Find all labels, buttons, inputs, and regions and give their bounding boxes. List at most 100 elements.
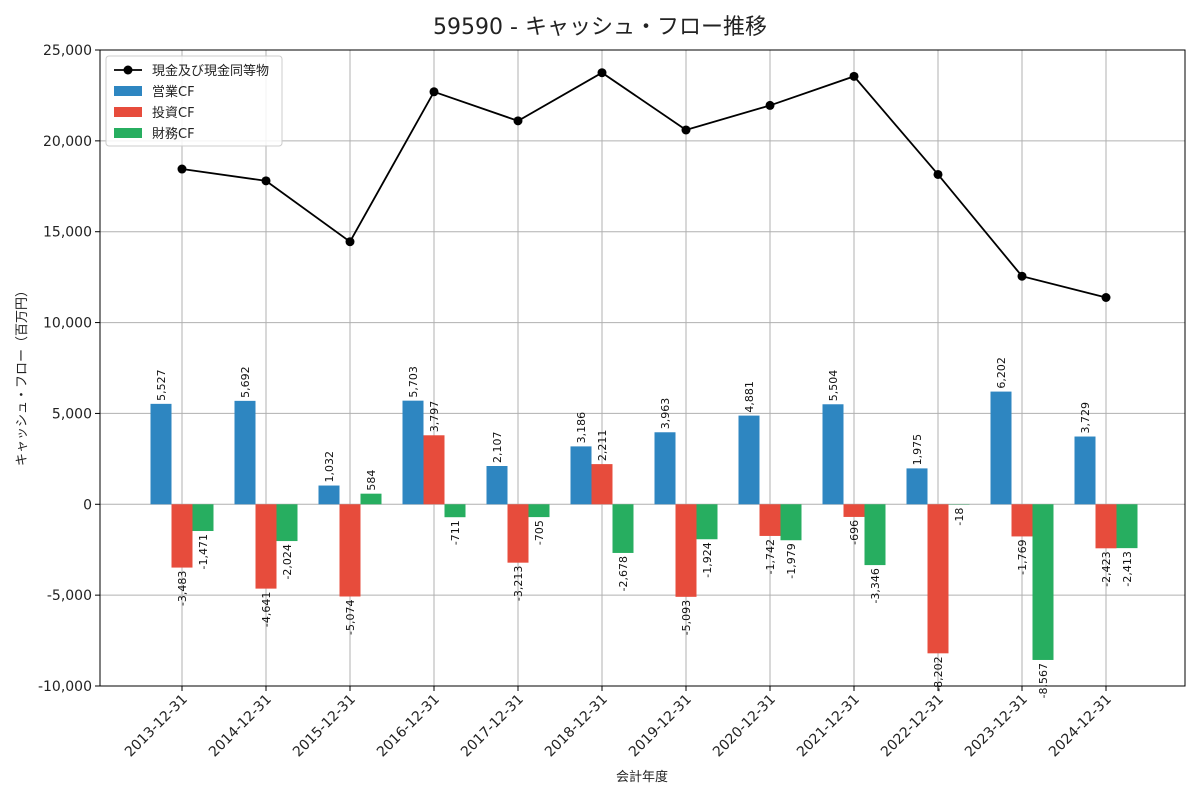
y-tick-label: 0 bbox=[83, 497, 92, 513]
bar-value-label: 3,963 bbox=[659, 398, 672, 430]
plot-frame bbox=[99, 49, 1186, 687]
cash-equivalents-line bbox=[181, 71, 1107, 299]
bar-value-label: -1,924 bbox=[701, 542, 714, 577]
x-tick-label: 2019-12-31 bbox=[626, 692, 695, 761]
bar-operating bbox=[990, 391, 1012, 505]
bar-financing bbox=[780, 504, 802, 541]
bar-value-label: 4,881 bbox=[743, 381, 756, 413]
cash-equivalents-point bbox=[765, 100, 775, 110]
bar-value-label: -3,346 bbox=[869, 568, 882, 603]
cash-equivalents-point bbox=[849, 71, 859, 81]
bar-value-label: 584 bbox=[365, 470, 378, 491]
legend-bar-swatch bbox=[114, 86, 142, 96]
line-series bbox=[177, 68, 1111, 302]
legend-entry: 財務CF bbox=[152, 127, 195, 142]
cash-equivalents-point bbox=[261, 176, 271, 186]
bar-value-label: 6,202 bbox=[995, 357, 1008, 389]
bar-financing bbox=[276, 504, 298, 542]
legend-entry: 営業CF bbox=[152, 84, 195, 100]
bar-operating bbox=[738, 415, 760, 505]
x-tick-label: 2023-12-31 bbox=[962, 692, 1031, 761]
bar-value-label: 5,527 bbox=[155, 369, 168, 401]
grid-lines bbox=[100, 49, 1185, 687]
bar-financing bbox=[360, 493, 382, 505]
legend-entry: 現金及び現金同等物 bbox=[152, 63, 269, 79]
bar-value-label: -1,769 bbox=[1016, 539, 1029, 574]
bar-value-label: -5,093 bbox=[680, 600, 693, 635]
bar-operating bbox=[906, 468, 928, 505]
x-tick-label: 2018-12-31 bbox=[542, 692, 611, 761]
bar-value-label: -696 bbox=[848, 520, 861, 545]
bar-financing bbox=[1032, 504, 1054, 660]
x-tick-label: 2014-12-31 bbox=[206, 692, 275, 761]
bar-value-label: -2,678 bbox=[617, 556, 630, 591]
bar-value-label: 2,107 bbox=[491, 431, 504, 463]
bar-value-label: 2,211 bbox=[596, 430, 609, 462]
bar-value-label: -1,471 bbox=[197, 534, 210, 569]
cash-equivalents-point bbox=[429, 87, 439, 97]
bar-financing bbox=[444, 504, 466, 518]
bar-investing bbox=[507, 504, 529, 563]
bar-series bbox=[150, 391, 1138, 660]
y-axis-ticks: -10,000 -5,000 0 5,000 10,000 15,000 20,000 25,… bbox=[38, 43, 100, 695]
legend-marker bbox=[123, 65, 133, 75]
bar-financing bbox=[612, 504, 634, 553]
bar-value-label: -705 bbox=[533, 520, 546, 545]
cash-equivalents-point bbox=[597, 68, 607, 78]
y-tick-label: 5,000 bbox=[52, 406, 92, 422]
bar-financing bbox=[192, 504, 214, 532]
bar-financing bbox=[864, 504, 886, 566]
x-tick-label: 2024-12-31 bbox=[1046, 692, 1115, 761]
legend-bar-swatch bbox=[114, 107, 142, 117]
legend-frame bbox=[105, 55, 283, 147]
bar-investing bbox=[591, 464, 613, 505]
bar-value-label: 3,729 bbox=[1079, 402, 1092, 434]
bar-value-label: 1,975 bbox=[911, 434, 924, 466]
bar-operating bbox=[234, 400, 256, 505]
bar-financing bbox=[528, 504, 550, 518]
cash-equivalents-point bbox=[513, 116, 523, 126]
x-tick-label: 2021-12-31 bbox=[794, 692, 863, 761]
cash-equivalents-point bbox=[681, 125, 691, 135]
bar-value-label: -18 bbox=[953, 508, 966, 526]
bar-investing bbox=[843, 504, 865, 517]
x-tick-label: 2022-12-31 bbox=[878, 692, 947, 761]
x-tick-label: 2020-12-31 bbox=[710, 692, 779, 761]
x-tick-label: 2016-12-31 bbox=[374, 692, 443, 761]
bar-value-label: -711 bbox=[449, 520, 462, 545]
bar-value-label: -3,483 bbox=[176, 571, 189, 606]
x-axis-ticks: 2013-12-31 2014-12-31 2015-12-31 2016-12-31… bbox=[122, 686, 1115, 760]
bar-operating bbox=[570, 446, 592, 505]
bar-value-label: 5,692 bbox=[239, 366, 252, 398]
bar-value-label: -1,979 bbox=[785, 543, 798, 578]
bar-investing bbox=[255, 504, 277, 589]
cash-equivalents-point bbox=[1017, 271, 1027, 281]
bar-financing bbox=[696, 504, 718, 540]
bar-investing bbox=[171, 504, 193, 568]
bar-value-label: -4,641 bbox=[260, 592, 273, 627]
bar-investing bbox=[1095, 504, 1117, 549]
bar-value-label: -2,423 bbox=[1100, 551, 1113, 586]
x-tick-label: 2015-12-31 bbox=[290, 692, 359, 761]
bar-investing bbox=[675, 504, 697, 597]
bar-value-label: 3,186 bbox=[575, 412, 588, 444]
bar-investing bbox=[927, 504, 949, 654]
bar-operating bbox=[654, 432, 676, 505]
y-axis-label: キャッシュ・フロー（百万円） bbox=[15, 284, 30, 466]
bar-value-label: -3,213 bbox=[512, 566, 525, 601]
bar-investing bbox=[759, 504, 781, 536]
bar-operating bbox=[150, 403, 172, 505]
bar-investing bbox=[339, 504, 361, 597]
bar-value-label: 5,703 bbox=[407, 366, 420, 398]
bar-value-labels: 5,527 5,692 1,032 5,703 2,107 3,186 3,963 4,881… bbox=[155, 357, 1134, 698]
y-tick-label: -10,000 bbox=[38, 679, 92, 695]
y-tick-label: 10,000 bbox=[43, 316, 92, 332]
cash-equivalents-point bbox=[933, 169, 943, 179]
bar-value-label: 3,797 bbox=[428, 401, 441, 433]
bar-investing bbox=[1011, 504, 1033, 537]
bar-value-label: -8,567 bbox=[1037, 663, 1050, 698]
bar-value-label: 5,504 bbox=[827, 370, 840, 402]
legend-bar-swatch bbox=[114, 128, 142, 138]
